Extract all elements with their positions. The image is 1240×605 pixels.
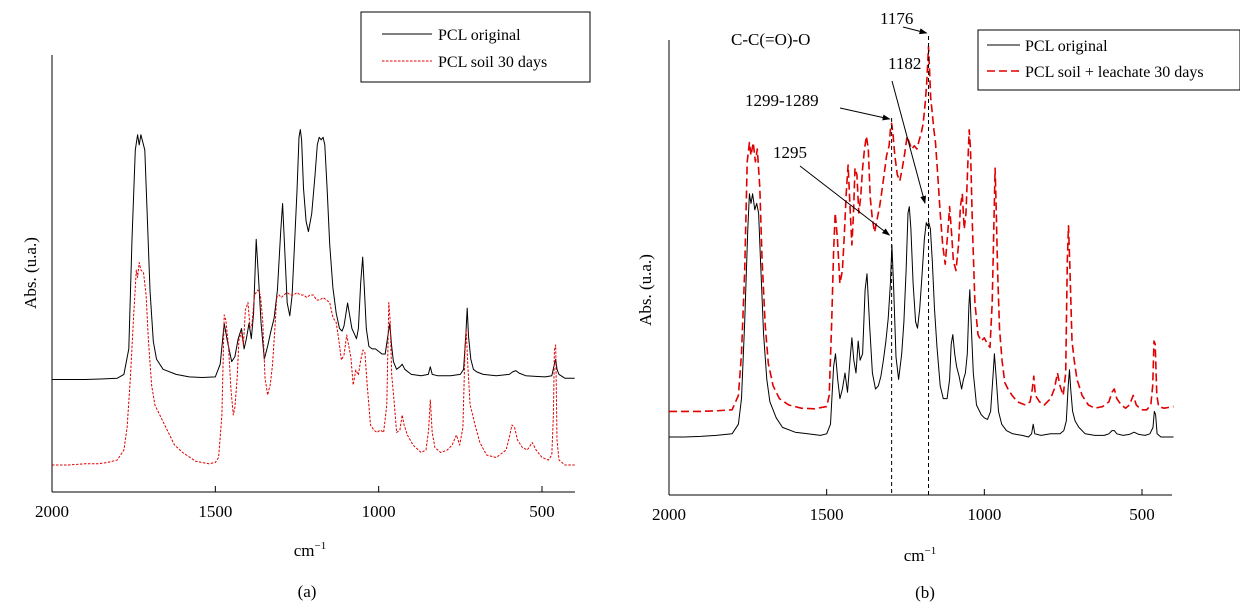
series-line-original [669,193,1174,438]
panel-a-y-axis-title: Abs. (u.a.) [21,237,40,309]
annotation-ester-group: C-C(=O)-O [731,30,810,49]
x-tick-label: 1000 [362,502,396,521]
panel-a-series [52,129,575,466]
panel-b-x-axis-title: cm−1 [904,545,937,565]
annotation-1182: 1182 [888,54,921,73]
panel-b-legend-label-leachate: PCL soil + leachate 30 days [1025,64,1204,81]
panel-b-series [669,45,1174,438]
series-line-treated [52,262,575,466]
panel-b-annotations [799,26,930,495]
panel-a-caption: (a) [298,582,317,601]
arrow-1176 [902,26,928,35]
panel-a: 2000 1500 1000 500 Abs. (u.a.) cm−1 (a) PCL… [21,11,591,601]
panel-a-x-axis-title: cm−1 [294,540,327,560]
panel-a-legend: PCL original PCL soil 30 days [360,11,591,83]
panel-a-legend-label-original: PCL original [438,27,521,44]
arrow-1299-1289 [839,107,891,121]
panel-b-caption: (b) [915,583,935,602]
x-tick-label: 1500 [810,505,844,524]
panel-a-x-ticks: 2000 1500 1000 500 [35,486,555,521]
annotation-1176: 1176 [880,9,913,28]
panel-b-y-axis-title: Abs. (u.a.) [636,254,655,326]
x-tick-label: 2000 [652,505,686,524]
arrow-1182 [891,80,927,204]
series-line-treated [669,45,1174,413]
annotation-1299-1289: 1299-1289 [745,91,819,110]
x-tick-label: 1500 [198,502,232,521]
annotation-1295: 1295 [773,143,807,162]
x-tick-label: 2000 [35,502,69,521]
series-line-original [52,129,575,380]
panel-b-legend-label-original: PCL original [1025,38,1108,55]
x-tick-label: 500 [529,502,555,521]
x-tick-label: 1000 [967,505,1001,524]
x-tick-label: 500 [1129,505,1155,524]
panel-b-legend: PCL original PCL soil + leachate 30 days [977,29,1240,91]
panel-b: 2000 1500 1000 500 Abs. (u.a.) cm−1 (b) 117… [636,9,1240,602]
panel-b-x-ticks: 2000 1500 1000 500 [652,489,1155,524]
panel-a-legend-label-soil: PCL soil 30 days [438,54,547,71]
arrow-1295 [799,165,891,236]
